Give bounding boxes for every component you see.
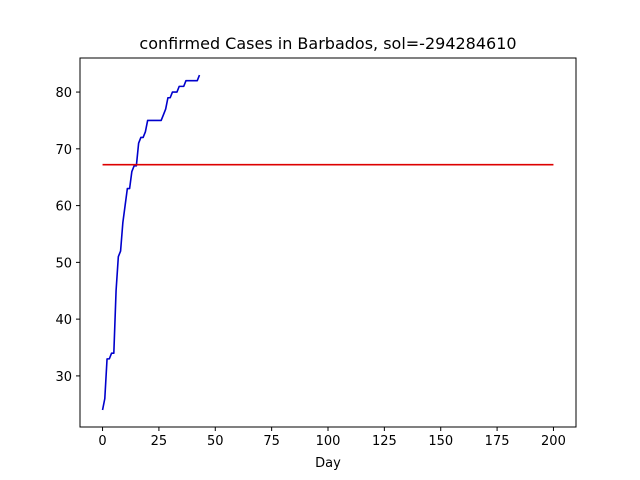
y-axis: 30 40 50 60 70 80 (55, 86, 80, 385)
plot-frame (79, 57, 577, 428)
x-tick-label: 200 (541, 434, 566, 449)
y-tick-label: 70 (55, 143, 72, 158)
x-tick-label: 25 (151, 434, 168, 449)
x-tick-label: 0 (98, 434, 106, 449)
x-axis: 0 25 50 75 100 125 150 175 200 (98, 427, 566, 449)
series-line-1 (101, 74, 201, 411)
y-tick-label: 30 (55, 370, 72, 385)
x-tick-label: 50 (207, 434, 224, 449)
y-tick-label: 60 (55, 200, 72, 215)
x-tick-label: 100 (316, 434, 341, 449)
chart-title: confirmed Cases in Barbados, sol=-294284… (139, 34, 516, 53)
y-tick-label: 80 (55, 86, 72, 101)
x-axis-label: Day (315, 456, 341, 471)
y-tick-label: 40 (55, 313, 72, 328)
x-tick-label: 75 (263, 434, 280, 449)
y-tick-label: 50 (55, 256, 72, 271)
x-tick-label: 175 (485, 434, 510, 449)
plot-lines (101, 74, 554, 411)
x-tick-label: 150 (428, 434, 453, 449)
x-tick-label: 125 (372, 434, 397, 449)
